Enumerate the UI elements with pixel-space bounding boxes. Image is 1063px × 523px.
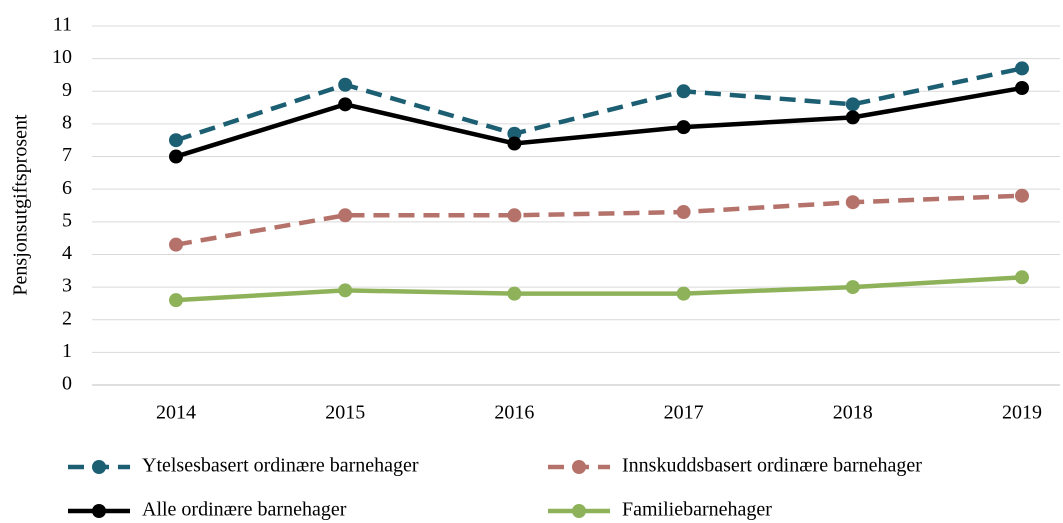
series-line (175, 66, 1023, 143)
data-point (507, 126, 522, 141)
series-line (175, 275, 1023, 303)
data-point (338, 283, 353, 298)
x-tick-label: 2014 (156, 402, 196, 424)
x-tick-label: 2018 (833, 402, 873, 424)
data-point (1015, 81, 1029, 96)
y-tick-label: 8 (62, 112, 72, 134)
data-point (676, 205, 691, 220)
legend-label: Ytelsesbasert ordinære barnehager (142, 455, 419, 477)
legend-label: Innskuddsbasert ordinære barnehager (622, 455, 922, 477)
x-tick-label: 2016 (494, 402, 534, 424)
data-point (507, 208, 522, 223)
data-point (338, 97, 353, 112)
y-tick-label: 1 (62, 340, 72, 362)
legend-marker (572, 460, 586, 474)
y-tick-label: 10 (52, 46, 72, 68)
y-axis-label: Pensjonsutgiftsprosent (10, 114, 32, 296)
x-tick-label: 2015 (325, 402, 365, 424)
data-point (676, 120, 691, 135)
data-point (169, 149, 183, 164)
x-tick-label: 2017 (664, 402, 704, 424)
x-tick-label: 2019 (1002, 402, 1042, 424)
data-point (338, 77, 353, 92)
y-tick-label: 3 (62, 275, 72, 297)
data-point (676, 84, 691, 99)
data-point (1015, 61, 1029, 76)
legend-marker (92, 460, 106, 474)
data-point (338, 208, 353, 223)
y-tick-label: 7 (62, 144, 72, 166)
data-point (845, 195, 860, 210)
data-point (507, 136, 522, 151)
data-point (1015, 188, 1029, 203)
data-point (169, 237, 183, 252)
data-point (169, 293, 183, 308)
data-point (845, 97, 860, 112)
series-line (175, 85, 1023, 159)
y-tick-label: 9 (62, 79, 72, 101)
y-tick-label: 6 (62, 177, 72, 199)
y-tick-label: 2 (62, 307, 72, 329)
data-point (1015, 270, 1029, 285)
y-tick-label: 4 (62, 242, 72, 264)
data-point (507, 286, 522, 301)
legend-marker (572, 504, 586, 518)
legend-label: Familiebarnehager (622, 499, 772, 521)
data-point (845, 280, 860, 295)
data-point (169, 133, 183, 148)
series-line (175, 193, 1023, 247)
legend-label: Alle ordinære barnehager (142, 499, 347, 521)
data-point (676, 286, 691, 301)
data-point (845, 110, 860, 125)
y-tick-label: 5 (62, 209, 72, 231)
y-tick-label: 0 (62, 373, 72, 395)
legend-marker (92, 504, 106, 518)
y-tick-label: 11 (53, 14, 72, 36)
